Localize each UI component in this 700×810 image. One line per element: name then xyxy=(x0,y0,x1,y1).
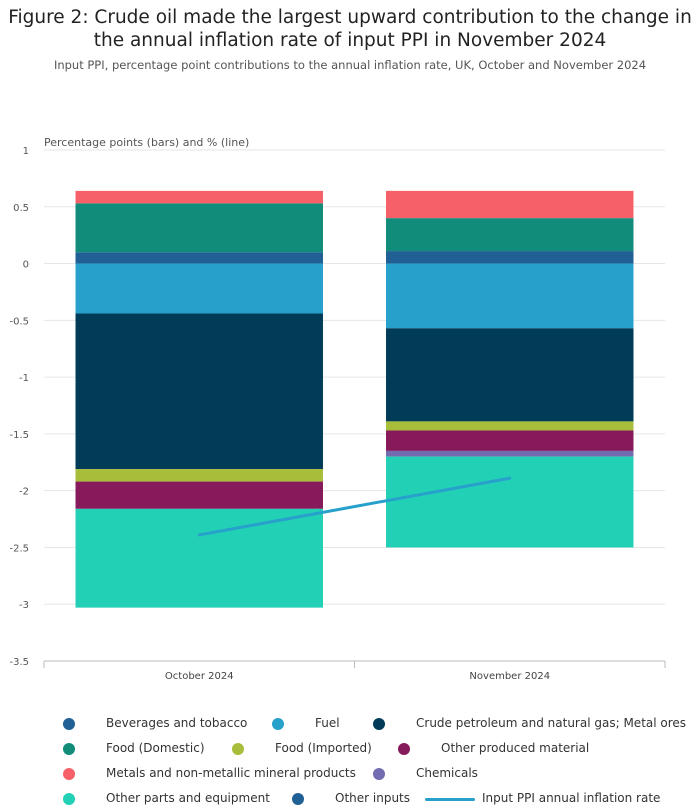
y-tick-label: -3.5 xyxy=(9,657,29,668)
legend-dot-marker xyxy=(63,718,75,730)
legend-label: Input PPI annual inflation rate xyxy=(482,791,661,805)
y-tick-label: 0.5 xyxy=(13,203,29,214)
chart-plot: Percentage points (bars) and % (line) 1 0.… xyxy=(9,136,666,682)
legend-label: Crude petroleum and natural gas; Metal o… xyxy=(416,716,687,730)
legend-label: Chemicals xyxy=(416,766,478,780)
bar-segment-fuel xyxy=(75,263,323,314)
y-axis-label: Percentage points (bars) and % (line) xyxy=(44,136,249,149)
y-tick-label: 0 xyxy=(23,260,29,271)
chart-subtitle: Input PPI, percentage point contribution… xyxy=(53,58,647,72)
legend-dot-marker xyxy=(63,793,75,805)
bar-segment-metals-and-non-metallic-mineral-products xyxy=(386,190,634,219)
bar-segment-other-parts-and-equipment xyxy=(386,456,634,548)
chart-title-line1: Figure 2: Crude oil made the largest upw… xyxy=(8,7,692,28)
y-tick-label: -2 xyxy=(19,487,29,498)
bar-segment-food-imported xyxy=(386,421,634,431)
bar-segment-chemicals xyxy=(386,450,634,457)
x-tick-label: October 2024 xyxy=(165,671,234,682)
bar-segment-other-produced-material xyxy=(75,481,323,509)
legend-dot-marker xyxy=(292,793,304,805)
chart-title: Figure 2: Crude oil made the largest upw… xyxy=(0,6,700,52)
legend-label: Beverages and tobacco xyxy=(106,716,248,730)
chart-legend: Beverages and tobacco Fuel Crude petroleum… xyxy=(0,712,700,810)
legend-dot-marker xyxy=(398,743,410,755)
bar-segment-beverages-and-tobacco xyxy=(386,251,634,264)
bar-segment-other-produced-material xyxy=(386,430,634,451)
y-tick-label: -3 xyxy=(19,600,29,611)
bar-segment-food-domestic xyxy=(75,203,323,253)
y-tick-label: -2.5 xyxy=(9,543,29,554)
legend-label: Food (Domestic) xyxy=(106,741,205,755)
legend-label: Fuel xyxy=(315,716,340,730)
legend-dot-marker xyxy=(373,768,385,780)
bar-segment-crude-petroleum-and-natural-gas-metal-ores xyxy=(386,328,634,422)
bar-segment-crude-petroleum-and-natural-gas-metal-ores xyxy=(75,313,323,470)
bar-segment-food-domestic xyxy=(386,218,634,252)
legend-dot-marker xyxy=(63,743,75,755)
legend-dot-marker xyxy=(232,743,244,755)
y-tick-label: -1 xyxy=(19,373,29,384)
y-tick-label: -1.5 xyxy=(9,430,29,441)
bar-segment-metals-and-non-metallic-mineral-products xyxy=(75,190,323,204)
legend-dot-marker xyxy=(373,718,385,730)
legend-label: Other inputs xyxy=(335,791,411,805)
chart-title-line2: the annual inflation rate of input PPI i… xyxy=(93,30,607,51)
legend-line-marker xyxy=(425,797,475,801)
legend-label: Food (Imported) xyxy=(275,741,372,755)
legend-label: Other parts and equipment xyxy=(106,791,270,805)
legend-dot-marker xyxy=(63,768,75,780)
bar-segment-other-parts-and-equipment xyxy=(75,508,323,608)
legend-dot-marker xyxy=(272,718,284,730)
x-tick-label: November 2024 xyxy=(469,671,550,682)
bar-segment-beverages-and-tobacco xyxy=(75,252,323,264)
legend-label: Metals and non-metallic mineral products xyxy=(106,766,356,780)
line-input-ppi-annual-inflation-rate xyxy=(197,476,512,537)
bar-segment-fuel xyxy=(386,263,634,329)
bar-segment-food-imported xyxy=(75,469,323,482)
legend-label: Other produced material xyxy=(441,741,590,755)
y-tick-label: 1 xyxy=(23,146,29,157)
y-tick-label: -0.5 xyxy=(9,316,29,327)
